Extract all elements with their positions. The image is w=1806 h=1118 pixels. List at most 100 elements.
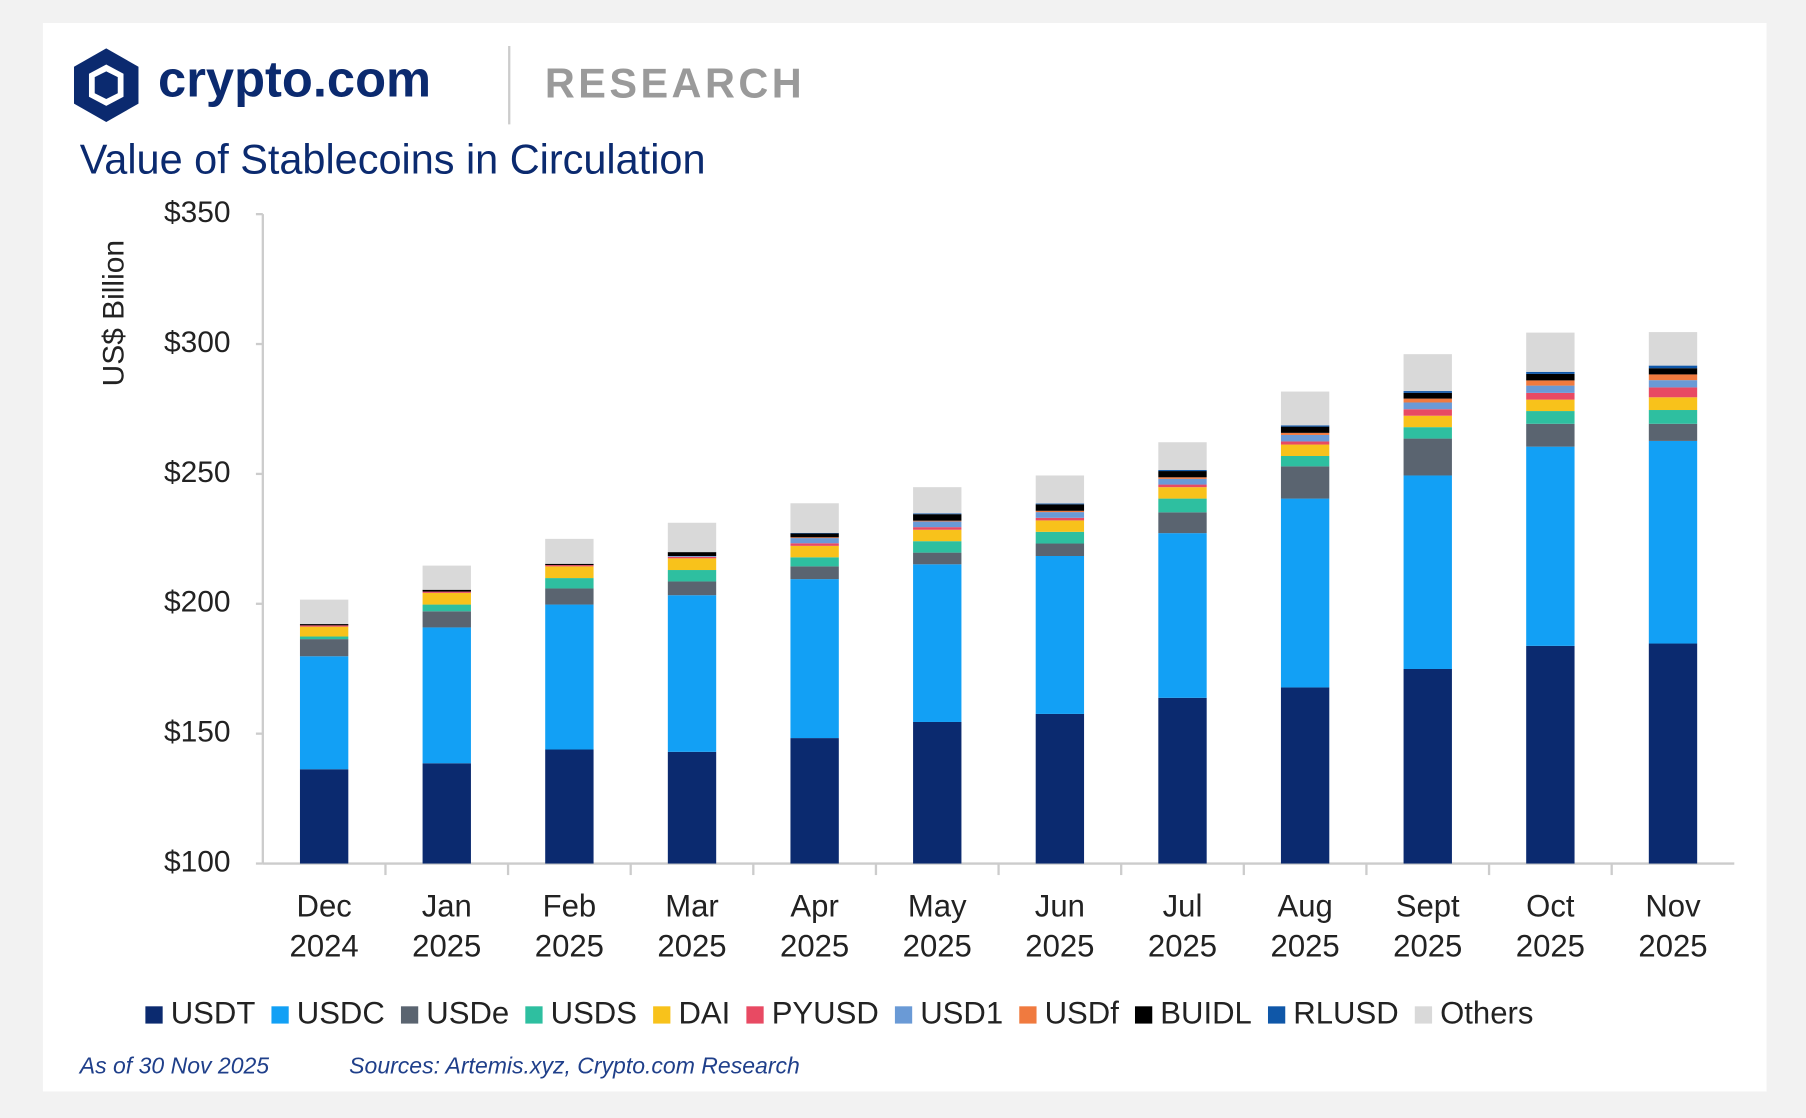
bar-segment — [1648, 365, 1698, 369]
bar-segment — [1403, 392, 1452, 399]
brand: crypto.com — [158, 50, 431, 107]
bar-segment — [790, 538, 839, 544]
bar-segment — [667, 555, 717, 557]
legend-label: RLUSD — [1293, 996, 1398, 1031]
x-tick-label: Dec 2024 — [290, 889, 359, 964]
y-tick-label: $300 — [164, 326, 231, 359]
bar-segment — [1280, 455, 1330, 467]
bar-segment — [1403, 427, 1452, 439]
legend-swatch — [894, 1006, 913, 1024]
bar-segment — [545, 604, 594, 750]
x-tick-label: Jun 2025 — [1025, 889, 1094, 964]
bar-segment — [667, 552, 717, 556]
bar-segment — [790, 738, 839, 864]
bar-segment — [1035, 503, 1085, 505]
bar-segment — [667, 558, 717, 571]
bar-segment — [422, 627, 471, 764]
legend-label: USDe — [426, 996, 509, 1031]
card — [42, 23, 1767, 1092]
bar-segment — [1526, 371, 1575, 374]
legend-label: Others — [1440, 996, 1533, 1031]
bar-segment — [667, 570, 717, 582]
bar-segment — [667, 581, 717, 596]
bar-segment — [1158, 533, 1207, 698]
bar-segment — [1035, 520, 1085, 532]
bar-segment — [299, 625, 349, 627]
bar-segment — [1648, 380, 1698, 388]
bar-segment — [1648, 423, 1698, 441]
bar-segment — [1526, 411, 1575, 424]
bar-segment — [1403, 409, 1452, 416]
bar-segment — [790, 533, 839, 538]
bar-segment — [1280, 425, 1330, 427]
bar-segment — [1035, 475, 1085, 504]
legend-swatch — [746, 1006, 764, 1024]
bar-segment — [1403, 398, 1452, 403]
bar-segment — [545, 565, 594, 567]
bar-segment — [1403, 402, 1452, 410]
bar-segment — [913, 564, 962, 722]
bar-segment — [422, 611, 471, 628]
bar-segment — [1035, 713, 1085, 864]
legend-label: PYUSD — [772, 996, 879, 1031]
bar-segment — [1035, 504, 1085, 511]
bar-segment — [1158, 487, 1207, 499]
bar-segment — [1526, 332, 1575, 372]
y-tick-label: $250 — [164, 456, 231, 489]
bar-segment — [299, 626, 349, 637]
bar-segment — [913, 514, 962, 521]
bar-segment — [1648, 643, 1698, 864]
bar-segment — [1280, 466, 1330, 499]
logo — [73, 48, 139, 123]
x-tick-label: Nov 2025 — [1638, 889, 1707, 964]
bar-segment — [667, 595, 717, 752]
bar-segment — [1280, 498, 1330, 688]
bar-segment — [1526, 373, 1575, 381]
bar-segment — [1158, 512, 1207, 534]
bar-segment — [422, 589, 471, 592]
bar-segment — [1526, 446, 1575, 646]
bar-segment — [1403, 438, 1452, 476]
bar-segment — [913, 721, 962, 864]
bar-segment — [1280, 687, 1330, 864]
bar-segment — [1158, 477, 1207, 479]
bar-segment — [1648, 397, 1698, 411]
bar-segment — [1158, 471, 1207, 478]
x-tick-label: Jan 2025 — [412, 889, 481, 964]
bar-segment — [790, 566, 839, 580]
footer-date: As of 30 Nov 2025 — [78, 1052, 270, 1078]
x-tick-label: Apr 2025 — [780, 889, 849, 964]
bar-segment — [790, 579, 839, 739]
bar-segment — [1035, 510, 1085, 513]
bar-segment — [422, 565, 471, 590]
bar-segment — [667, 751, 717, 864]
bar-segment — [1648, 368, 1698, 375]
bar-segment — [667, 556, 717, 559]
bar-segment — [1526, 399, 1575, 412]
bar-segment — [1035, 531, 1085, 544]
bar-segment — [545, 563, 594, 566]
legend-label: USD1 — [920, 996, 1003, 1031]
bar-segment — [1280, 426, 1330, 433]
y-tick-label: $350 — [164, 196, 231, 229]
y-axis-label: US$ Billion — [97, 240, 130, 386]
bar-segment — [1526, 645, 1575, 864]
bar-segment — [545, 578, 594, 589]
bar-segment — [1035, 512, 1085, 518]
bar-segment — [667, 522, 717, 553]
bar-segment — [1280, 441, 1330, 445]
bar-segment — [1280, 444, 1330, 456]
bar-segment — [1158, 470, 1207, 472]
bar-segment — [1158, 484, 1207, 488]
legend-swatch — [400, 1006, 419, 1024]
chart-title: Value of Stablecoins in Circulation — [80, 135, 706, 182]
bar-segment — [1526, 385, 1575, 393]
bar-segment — [1035, 555, 1085, 714]
bar-segment — [1403, 391, 1452, 393]
bar-segment — [1035, 517, 1085, 521]
bar-segment — [1280, 391, 1330, 426]
bar-segment — [790, 545, 839, 558]
bar-segment — [1648, 374, 1698, 381]
bar-segment — [1403, 354, 1452, 392]
